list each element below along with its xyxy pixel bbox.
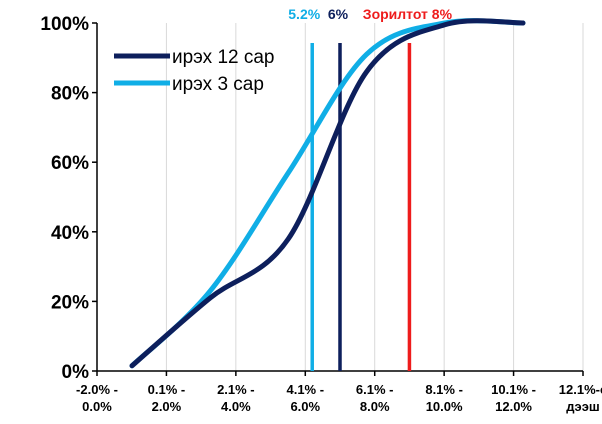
x-tick-label: 12.1%-с [559, 382, 602, 397]
reference-lines: 5.2% 6% Зорилтот 8% [288, 6, 453, 371]
x-tick-labels: -2.0% - 0.0% 0.1% - 2.0% 2.1% - 4.0% 4.1% - 6.0… [76, 371, 602, 414]
reference-line-label: 6% [328, 6, 349, 22]
x-tick-label: 4.0% [221, 399, 251, 414]
reference-line-label: Зорилтот 8% [363, 6, 453, 22]
x-tick-label: 4.1% - [286, 382, 324, 397]
x-tick-label: 8.0% [360, 399, 390, 414]
x-tick-label: дээш [566, 399, 599, 414]
x-tick-label: -2.0% - [76, 382, 118, 397]
series-line-12-month [129, 18, 526, 369]
x-tick-label: 6.1% - [356, 382, 394, 397]
y-tick-label: 60% [51, 153, 89, 174]
legend-label: ирэх 3 сар [172, 74, 264, 95]
x-tick-label: 10.1% - [491, 382, 536, 397]
grid-lines [165, 23, 584, 371]
x-tick-label: 0.0% [82, 399, 112, 414]
legend-label: ирэх 12 сар [172, 47, 275, 68]
legend: ирэх 12 сар ирэх 3 сар [114, 47, 275, 95]
x-tick-label: 2.1% - [217, 382, 255, 397]
x-tick-label: 6.0% [290, 399, 320, 414]
x-tick-label: 10.0% [426, 399, 463, 414]
y-tick-label: 0% [62, 362, 90, 383]
y-tick-label: 100% [40, 14, 89, 35]
y-tick-labels: 0% 20% 40% 60% 80% 100% [40, 14, 97, 383]
x-tick-label: 12.0% [495, 399, 532, 414]
x-tick-label: 8.1% - [425, 382, 463, 397]
reference-line-label: 5.2% [288, 6, 320, 22]
x-tick-label: 2.0% [152, 399, 182, 414]
y-tick-label: 20% [51, 292, 89, 313]
series-lines [129, 18, 526, 369]
x-tick-label: 0.1% - [148, 382, 186, 397]
y-tick-label: 40% [51, 223, 89, 244]
y-tick-label: 80% [51, 84, 89, 105]
